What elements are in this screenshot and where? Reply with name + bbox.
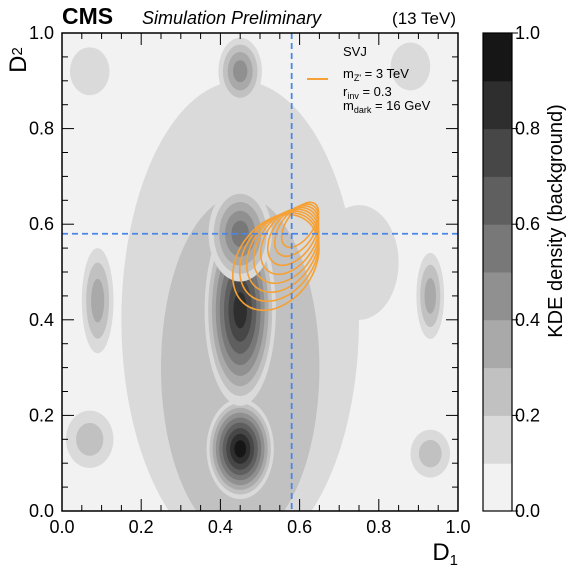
y-tick-label: 0.0 bbox=[29, 501, 54, 521]
y-tick-label: 1.0 bbox=[29, 23, 54, 43]
signal-contour bbox=[252, 208, 320, 285]
colorbar-band bbox=[483, 33, 512, 82]
colorbar-tick-label: 0.0 bbox=[515, 501, 540, 521]
kde-contour bbox=[69, 47, 110, 96]
colorbar-tick-label: 0.6 bbox=[515, 214, 540, 234]
colorbar-tick-label: 0.8 bbox=[515, 119, 540, 139]
x-axis: 0.0 0.2 0.4 0.6 0.8 1.0 bbox=[49, 33, 471, 537]
colorbar-band bbox=[483, 415, 512, 464]
signal-contour bbox=[266, 205, 320, 267]
x-tick-label: 0.0 bbox=[49, 517, 74, 537]
signal-contour bbox=[231, 213, 320, 312]
signal-contour bbox=[273, 203, 320, 258]
colorbar-band bbox=[483, 463, 512, 512]
y-tick-label: 0.8 bbox=[29, 119, 54, 139]
cut-lines bbox=[62, 33, 458, 511]
kde-contour bbox=[418, 439, 442, 468]
colorbar-frame bbox=[482, 32, 513, 512]
kde-contour bbox=[233, 60, 248, 83]
legend-line-rinv: rinv = 0.3 bbox=[343, 84, 392, 101]
colorbar-tick-label: 0.4 bbox=[515, 310, 540, 330]
kde-contour bbox=[91, 278, 105, 323]
x-tick-label: 0.8 bbox=[366, 517, 391, 537]
colorbar-ticks: 0.0 0.2 0.4 0.6 0.8 1.0 bbox=[512, 23, 540, 521]
y-tick-label: 0.2 bbox=[29, 405, 54, 425]
colorbar-band bbox=[483, 80, 512, 130]
experiment-label: CMS bbox=[62, 3, 113, 29]
colorbar-tick-label: 0.2 bbox=[515, 405, 540, 425]
x-tick-label: 1.0 bbox=[445, 517, 470, 537]
kde-contour bbox=[319, 205, 399, 320]
colorbar-tick-label: 1.0 bbox=[515, 23, 540, 43]
kde-contour bbox=[390, 42, 431, 91]
legend-line-mdark: mdark = 16 GeV bbox=[343, 98, 431, 115]
signal-contour bbox=[238, 212, 320, 303]
y-tick-label: 0.4 bbox=[29, 310, 54, 330]
signal-contour bbox=[259, 206, 320, 276]
colorbar-band bbox=[483, 272, 512, 321]
legend: SVJ mZ' = 3 TeV rinv = 0.3 mdark = 16 Ge… bbox=[307, 44, 431, 115]
y-tick-label: 0.6 bbox=[29, 214, 54, 234]
y-axis-label: D2 bbox=[5, 47, 32, 73]
colorbar-band bbox=[483, 128, 512, 177]
kde-contour bbox=[76, 422, 104, 456]
legend-title: SVJ bbox=[343, 44, 367, 59]
x-tick-label: 0.6 bbox=[287, 517, 312, 537]
kde-contour bbox=[424, 278, 437, 314]
x-axis-label: D1 bbox=[432, 539, 458, 567]
kde-contour bbox=[233, 292, 247, 329]
x-tick-label: 0.2 bbox=[129, 517, 154, 537]
signal-contours bbox=[231, 201, 320, 312]
colorbar-band bbox=[483, 319, 512, 369]
plot-area bbox=[61, 32, 459, 512]
colorbar-band bbox=[483, 224, 512, 273]
colorbar bbox=[482, 32, 513, 512]
legend-line-mass: mZ' = 3 TeV bbox=[343, 66, 409, 83]
kde-contour bbox=[234, 440, 247, 458]
colorbar-band bbox=[483, 176, 512, 225]
status-label: Simulation Preliminary bbox=[142, 8, 322, 28]
x-tick-label: 0.4 bbox=[208, 517, 233, 537]
signal-contour bbox=[280, 201, 320, 249]
y-axis: 0.0 0.2 0.4 0.6 0.8 1.0 bbox=[29, 23, 458, 521]
colorbar-band bbox=[483, 367, 512, 416]
energy-label: (13 TeV) bbox=[392, 9, 456, 28]
colorbar-label: KDE density (background) bbox=[545, 104, 567, 337]
